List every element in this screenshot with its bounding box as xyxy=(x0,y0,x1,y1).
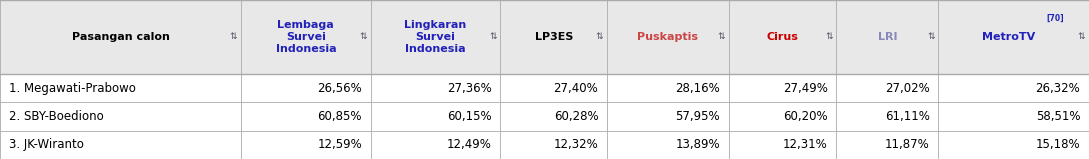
Text: LRI: LRI xyxy=(878,32,897,42)
Text: ⇅: ⇅ xyxy=(1078,32,1085,41)
Text: ⇅: ⇅ xyxy=(230,32,237,41)
Bar xyxy=(0,74,1089,102)
Text: 58,51%: 58,51% xyxy=(1036,110,1080,123)
Bar xyxy=(0,131,1089,159)
Text: 60,20%: 60,20% xyxy=(783,110,828,123)
Text: 1. Megawati-Prabowo: 1. Megawati-Prabowo xyxy=(9,82,136,95)
Bar xyxy=(0,102,1089,131)
Text: 12,32%: 12,32% xyxy=(553,138,598,151)
Text: ⇅: ⇅ xyxy=(596,32,603,41)
Bar xyxy=(0,0,1089,74)
Text: 12,49%: 12,49% xyxy=(446,138,492,151)
Text: Lingkaran
Survei
Indonesia: Lingkaran Survei Indonesia xyxy=(404,20,467,54)
Text: 26,32%: 26,32% xyxy=(1036,82,1080,95)
Text: 28,16%: 28,16% xyxy=(675,82,720,95)
Text: 2. SBY-Boediono: 2. SBY-Boediono xyxy=(9,110,103,123)
Text: 61,11%: 61,11% xyxy=(884,110,930,123)
Text: ⇅: ⇅ xyxy=(359,32,367,41)
Text: 12,59%: 12,59% xyxy=(317,138,362,151)
Text: ⇅: ⇅ xyxy=(718,32,725,41)
Text: 27,02%: 27,02% xyxy=(885,82,930,95)
Text: 27,49%: 27,49% xyxy=(783,82,828,95)
Text: LP3ES: LP3ES xyxy=(535,32,573,42)
Text: ⇅: ⇅ xyxy=(825,32,833,41)
Text: 15,18%: 15,18% xyxy=(1036,138,1080,151)
Text: 60,28%: 60,28% xyxy=(553,110,598,123)
Text: 57,95%: 57,95% xyxy=(675,110,720,123)
Text: 12,31%: 12,31% xyxy=(783,138,828,151)
Text: 3. JK-Wiranto: 3. JK-Wiranto xyxy=(9,138,84,151)
Text: Lembaga
Survei
Indonesia: Lembaga Survei Indonesia xyxy=(276,20,337,54)
Text: 60,15%: 60,15% xyxy=(448,110,492,123)
Text: 27,36%: 27,36% xyxy=(446,82,492,95)
Text: Puskaptis: Puskaptis xyxy=(637,32,698,42)
Text: ⇅: ⇅ xyxy=(489,32,497,41)
Text: [70]: [70] xyxy=(1047,13,1064,22)
Text: 13,89%: 13,89% xyxy=(675,138,720,151)
Text: 60,85%: 60,85% xyxy=(318,110,362,123)
Text: ⇅: ⇅ xyxy=(927,32,934,41)
Text: 27,40%: 27,40% xyxy=(553,82,598,95)
Text: MetroTV: MetroTV xyxy=(981,32,1035,42)
Text: 26,56%: 26,56% xyxy=(317,82,362,95)
Text: Pasangan calon: Pasangan calon xyxy=(72,32,170,42)
Text: Cirus: Cirus xyxy=(767,32,798,42)
Text: 11,87%: 11,87% xyxy=(885,138,930,151)
